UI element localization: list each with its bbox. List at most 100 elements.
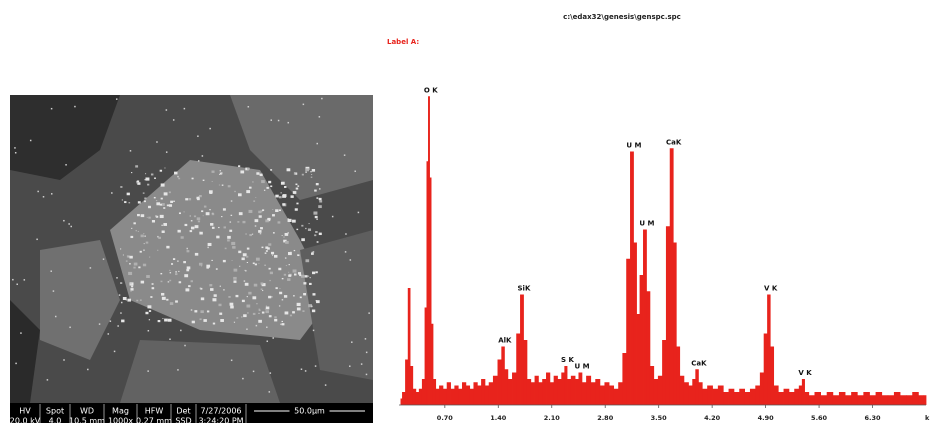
spectrum-channel	[833, 395, 840, 405]
spectrum-channel	[622, 353, 626, 405]
speckle	[234, 269, 238, 272]
peak-label: V K	[764, 285, 778, 293]
speckle	[313, 330, 315, 332]
speckle	[284, 295, 287, 298]
spectrum-channel	[512, 373, 517, 406]
speckle	[170, 272, 171, 273]
speckle	[345, 233, 347, 235]
speckle	[305, 370, 307, 372]
speckle	[312, 169, 315, 172]
spectrum-channel	[900, 395, 907, 405]
speckle	[249, 234, 252, 236]
speckle	[173, 201, 175, 202]
speckle	[262, 209, 264, 211]
speckle	[230, 221, 232, 223]
speckle	[127, 299, 131, 302]
speckle	[201, 266, 202, 267]
peak-label: O K	[424, 86, 438, 94]
speckle	[200, 288, 202, 290]
speckle	[220, 319, 224, 322]
speckle	[274, 319, 277, 322]
speckle	[211, 260, 212, 261]
speckle	[260, 227, 263, 229]
speckle	[144, 235, 146, 237]
speckle	[247, 313, 248, 314]
speckle	[308, 228, 311, 230]
speckle	[126, 260, 128, 261]
speckle	[261, 180, 265, 183]
speckle	[255, 219, 259, 222]
speckle	[123, 255, 124, 256]
spectrum-channel	[760, 373, 764, 406]
spectrum-channel	[821, 395, 828, 405]
speckle	[305, 275, 308, 277]
speckle	[151, 173, 153, 175]
speckle	[319, 116, 321, 118]
spectrum-channel	[408, 288, 411, 405]
speckle	[155, 215, 157, 217]
speckle	[219, 185, 220, 186]
speckle	[114, 351, 116, 353]
speckle	[121, 302, 123, 304]
speckle	[349, 365, 351, 367]
speckle	[296, 229, 298, 230]
spectrum-channel	[458, 389, 462, 405]
speckle	[314, 234, 316, 236]
speckle	[173, 119, 175, 121]
speckle	[178, 230, 181, 233]
speckle	[247, 248, 250, 250]
speckle	[51, 193, 53, 195]
spectrum-channel	[845, 395, 852, 405]
speckle	[285, 311, 289, 314]
speckle	[282, 203, 285, 205]
databar-value: 3:24:20 PM	[198, 417, 243, 423]
speckle	[207, 247, 209, 249]
spectrum-channel	[504, 369, 508, 405]
peak-label: U M	[574, 363, 589, 371]
databar-value: SSD	[175, 417, 191, 423]
chart: c:\edax32\genesis\genspc.spc Label A: k …	[387, 13, 930, 422]
speckle	[138, 266, 140, 268]
speckle	[288, 274, 291, 276]
speckle	[268, 243, 271, 245]
speckle	[238, 251, 241, 253]
speckle	[209, 128, 211, 130]
speckle	[281, 192, 282, 193]
speckle	[144, 243, 145, 244]
speckle	[12, 279, 14, 281]
speckle	[130, 283, 132, 285]
speckle	[325, 384, 327, 386]
spectrum-channel	[586, 376, 591, 405]
speckle	[366, 352, 368, 354]
speckle	[301, 238, 305, 241]
speckle	[140, 251, 142, 253]
speckle	[206, 265, 210, 268]
speckle	[200, 310, 203, 313]
speckle	[303, 104, 305, 106]
spectrum-channel	[575, 379, 579, 405]
spectrum-channel	[688, 386, 692, 406]
speckle	[174, 172, 177, 175]
speckle	[161, 225, 162, 226]
spectrum-channel	[650, 366, 654, 405]
speckle	[137, 182, 140, 185]
speckle	[242, 257, 245, 260]
speckle	[130, 150, 132, 152]
speckle	[157, 236, 159, 238]
speckle	[214, 294, 217, 297]
spectrum-channel	[643, 230, 647, 406]
databar-value: 1000x	[108, 417, 133, 423]
speckle	[231, 242, 235, 245]
spectrum-channel	[924, 395, 927, 405]
spectrum-channel	[561, 373, 564, 406]
speckle	[354, 171, 356, 173]
speckle	[312, 293, 315, 295]
spectrum-channel	[827, 392, 834, 405]
speckle	[140, 299, 142, 300]
spectrum-channel	[443, 389, 447, 405]
speckle	[164, 319, 168, 322]
speckle	[16, 284, 18, 286]
speckle	[99, 323, 101, 325]
speckle	[258, 263, 259, 264]
speckle	[332, 216, 334, 218]
